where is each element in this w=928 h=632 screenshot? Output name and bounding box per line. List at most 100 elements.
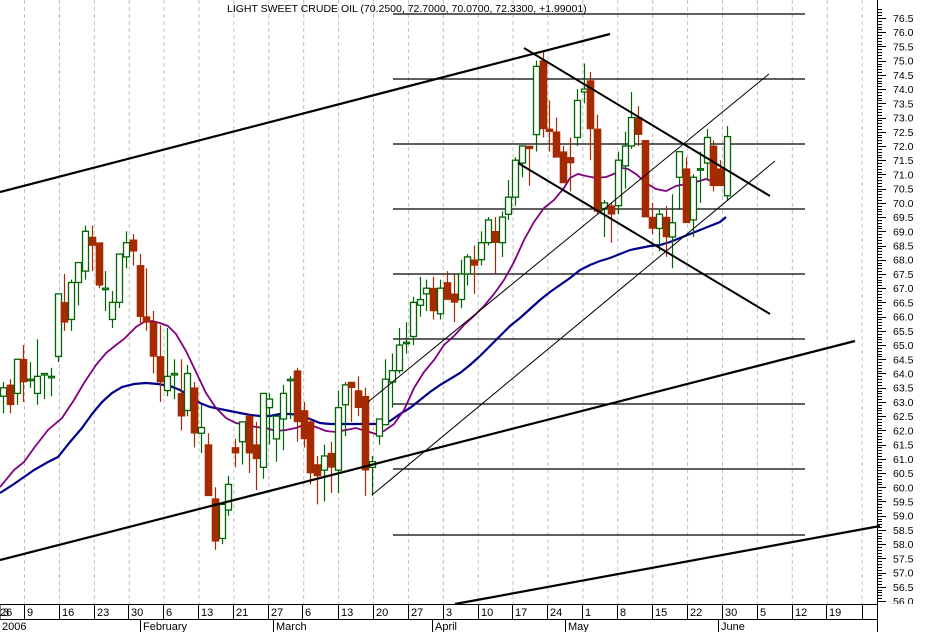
candle bbox=[361, 387, 370, 496]
candle bbox=[607, 202, 616, 243]
x-day-label: 26 bbox=[0, 607, 12, 619]
x-day-label: 17 bbox=[515, 607, 527, 619]
x-month-label: May bbox=[568, 621, 589, 632]
candle bbox=[682, 157, 691, 224]
candle bbox=[40, 372, 49, 400]
candle bbox=[443, 271, 452, 300]
trend-line-upper-channel bbox=[0, 32, 611, 194]
candle bbox=[675, 151, 684, 209]
trend-line-up-channel-top bbox=[367, 73, 770, 403]
candle bbox=[320, 444, 329, 502]
y-tick-label: 58.5 bbox=[893, 525, 914, 537]
candle bbox=[341, 382, 350, 437]
candle bbox=[306, 419, 315, 485]
candle bbox=[723, 126, 732, 201]
candle bbox=[532, 60, 541, 152]
x-day-label: 23 bbox=[97, 607, 109, 619]
candle bbox=[709, 140, 718, 192]
candle bbox=[457, 259, 466, 309]
y-tick-label: 60.0 bbox=[893, 482, 914, 494]
y-tick-label: 67.5 bbox=[893, 269, 914, 281]
y-tick-label: 63.5 bbox=[893, 383, 914, 395]
y-tick-label: 69.5 bbox=[893, 212, 914, 224]
candle bbox=[218, 503, 227, 545]
candle bbox=[689, 174, 698, 237]
y-tick-label: 75.0 bbox=[893, 56, 914, 68]
x-day-label: 20 bbox=[376, 607, 388, 619]
x-day-label: 1 bbox=[585, 607, 591, 619]
candle bbox=[88, 225, 97, 272]
candle bbox=[224, 475, 233, 516]
candle bbox=[422, 279, 431, 311]
candle bbox=[26, 362, 35, 388]
y-tick-label: 61.0 bbox=[893, 454, 914, 466]
y-tick-label: 63.0 bbox=[893, 397, 914, 409]
candle bbox=[293, 367, 302, 442]
candle bbox=[641, 139, 650, 218]
y-tick-label: 76.5 bbox=[893, 13, 914, 25]
candle bbox=[409, 296, 418, 346]
y-tick-label: 56.5 bbox=[893, 582, 914, 594]
candle bbox=[13, 358, 22, 405]
y-tick-label: 66.5 bbox=[893, 297, 914, 309]
candle bbox=[170, 359, 179, 400]
y-tick-label: 64.0 bbox=[893, 369, 914, 381]
y-tick-label: 76.0 bbox=[893, 27, 914, 39]
candle bbox=[286, 376, 295, 420]
x-day-label: 10 bbox=[481, 607, 493, 619]
y-tick-label: 59.0 bbox=[893, 511, 914, 523]
candle bbox=[265, 393, 274, 445]
y-tick-label: 72.5 bbox=[893, 127, 914, 139]
candle bbox=[648, 202, 657, 235]
candle bbox=[368, 455, 377, 496]
x-day-label: 30 bbox=[131, 607, 143, 619]
candle bbox=[347, 381, 356, 422]
candle bbox=[491, 217, 500, 274]
candle bbox=[429, 276, 438, 320]
y-tick-label: 66.0 bbox=[893, 312, 914, 324]
candle bbox=[142, 268, 151, 331]
x-month-label: 2006 bbox=[2, 621, 26, 632]
y-tick-label: 57.0 bbox=[893, 568, 914, 580]
candle bbox=[129, 234, 138, 266]
x-day-label: 16 bbox=[62, 607, 74, 619]
x-day-label: 8 bbox=[620, 607, 626, 619]
candle bbox=[190, 382, 199, 448]
trend-line-down-channel-bottom bbox=[517, 162, 771, 315]
candle bbox=[211, 487, 220, 550]
candle bbox=[354, 376, 363, 417]
y-tick-label: 71.5 bbox=[893, 155, 914, 167]
y-tick-label: 58.0 bbox=[893, 539, 914, 551]
candle bbox=[381, 359, 390, 426]
candle bbox=[477, 231, 486, 266]
x-day-label: 27 bbox=[411, 607, 423, 619]
x-day-label: 9 bbox=[27, 607, 33, 619]
candle bbox=[518, 145, 527, 178]
candle bbox=[74, 261, 83, 306]
candle bbox=[498, 211, 507, 257]
candle bbox=[539, 52, 548, 138]
moving-average-long bbox=[0, 216, 727, 494]
y-tick-label: 71.0 bbox=[893, 169, 914, 181]
x-day-label: 30 bbox=[725, 607, 737, 619]
x-day-label: 3 bbox=[446, 607, 452, 619]
candle bbox=[156, 325, 165, 402]
y-tick-label: 65.5 bbox=[893, 326, 914, 338]
candle bbox=[614, 151, 623, 215]
x-month-label: April bbox=[435, 621, 457, 632]
ma-long-line bbox=[0, 216, 727, 494]
y-tick-label: 68.0 bbox=[893, 255, 914, 267]
candle bbox=[6, 379, 15, 414]
candle bbox=[279, 384, 288, 451]
y-tick-label: 67.0 bbox=[893, 283, 914, 295]
candle bbox=[573, 89, 582, 146]
y-tick-label: 73.5 bbox=[893, 98, 914, 110]
candle bbox=[204, 433, 213, 497]
candle bbox=[272, 415, 281, 462]
y-tick-label: 57.5 bbox=[893, 553, 914, 565]
x-day-label: 6 bbox=[305, 607, 311, 619]
x-day-label: 12 bbox=[795, 607, 807, 619]
x-day-label: 21 bbox=[236, 607, 248, 619]
y-tick-label: 68.5 bbox=[893, 241, 914, 253]
y-tick-label: 65.0 bbox=[893, 340, 914, 352]
